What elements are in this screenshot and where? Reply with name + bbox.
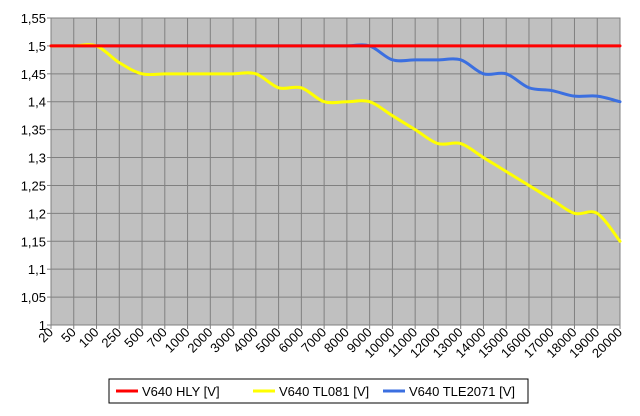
- y-tick-label: 1: [39, 318, 46, 333]
- y-tick-label: 1,3: [28, 151, 46, 166]
- y-tick-label: 1,05: [21, 290, 46, 305]
- plot-border: [50, 17, 621, 326]
- legend-box: [108, 378, 529, 404]
- y-tick-label: 1,2: [28, 206, 46, 221]
- legend-label: V640 TL081 [V]: [279, 384, 369, 399]
- plot-area: [51, 18, 620, 325]
- legend-label: V640 HLY [V]: [142, 384, 220, 399]
- series-line: [49, 43, 622, 243]
- y-tick-label: 1,35: [21, 123, 46, 138]
- series-lines: [49, 43, 622, 243]
- y-tick-label: 1,15: [21, 234, 46, 249]
- legend-label: V640 TLE2071 [V]: [409, 384, 515, 399]
- y-tick-label: 1,5: [28, 39, 46, 54]
- y-tick-label: 1,25: [21, 178, 46, 193]
- y-tick-label: 1,45: [21, 67, 46, 82]
- y-tick-label: 1,55: [21, 11, 46, 26]
- y-tick-label: 1,4: [28, 95, 46, 110]
- y-tick-label: 1,1: [28, 262, 46, 277]
- legend: V640 HLY [V] V640 TL081 [V] V640 TLE2071 […: [108, 378, 529, 404]
- y-axis-ticks: 1 1,05 1,1 1,15 1,2 1,25 1,3 1,35 1,4 1,45 1,5 1,55: [21, 11, 51, 333]
